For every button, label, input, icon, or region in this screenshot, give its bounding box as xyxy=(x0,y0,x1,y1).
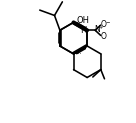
Text: O: O xyxy=(101,31,107,41)
Text: −: − xyxy=(105,21,110,26)
Text: O: O xyxy=(101,20,107,29)
Text: H: H xyxy=(80,26,87,35)
Text: OH: OH xyxy=(77,16,90,25)
Text: N: N xyxy=(95,25,100,34)
Text: +: + xyxy=(99,25,103,30)
Text: ⋯: ⋯ xyxy=(74,50,80,55)
